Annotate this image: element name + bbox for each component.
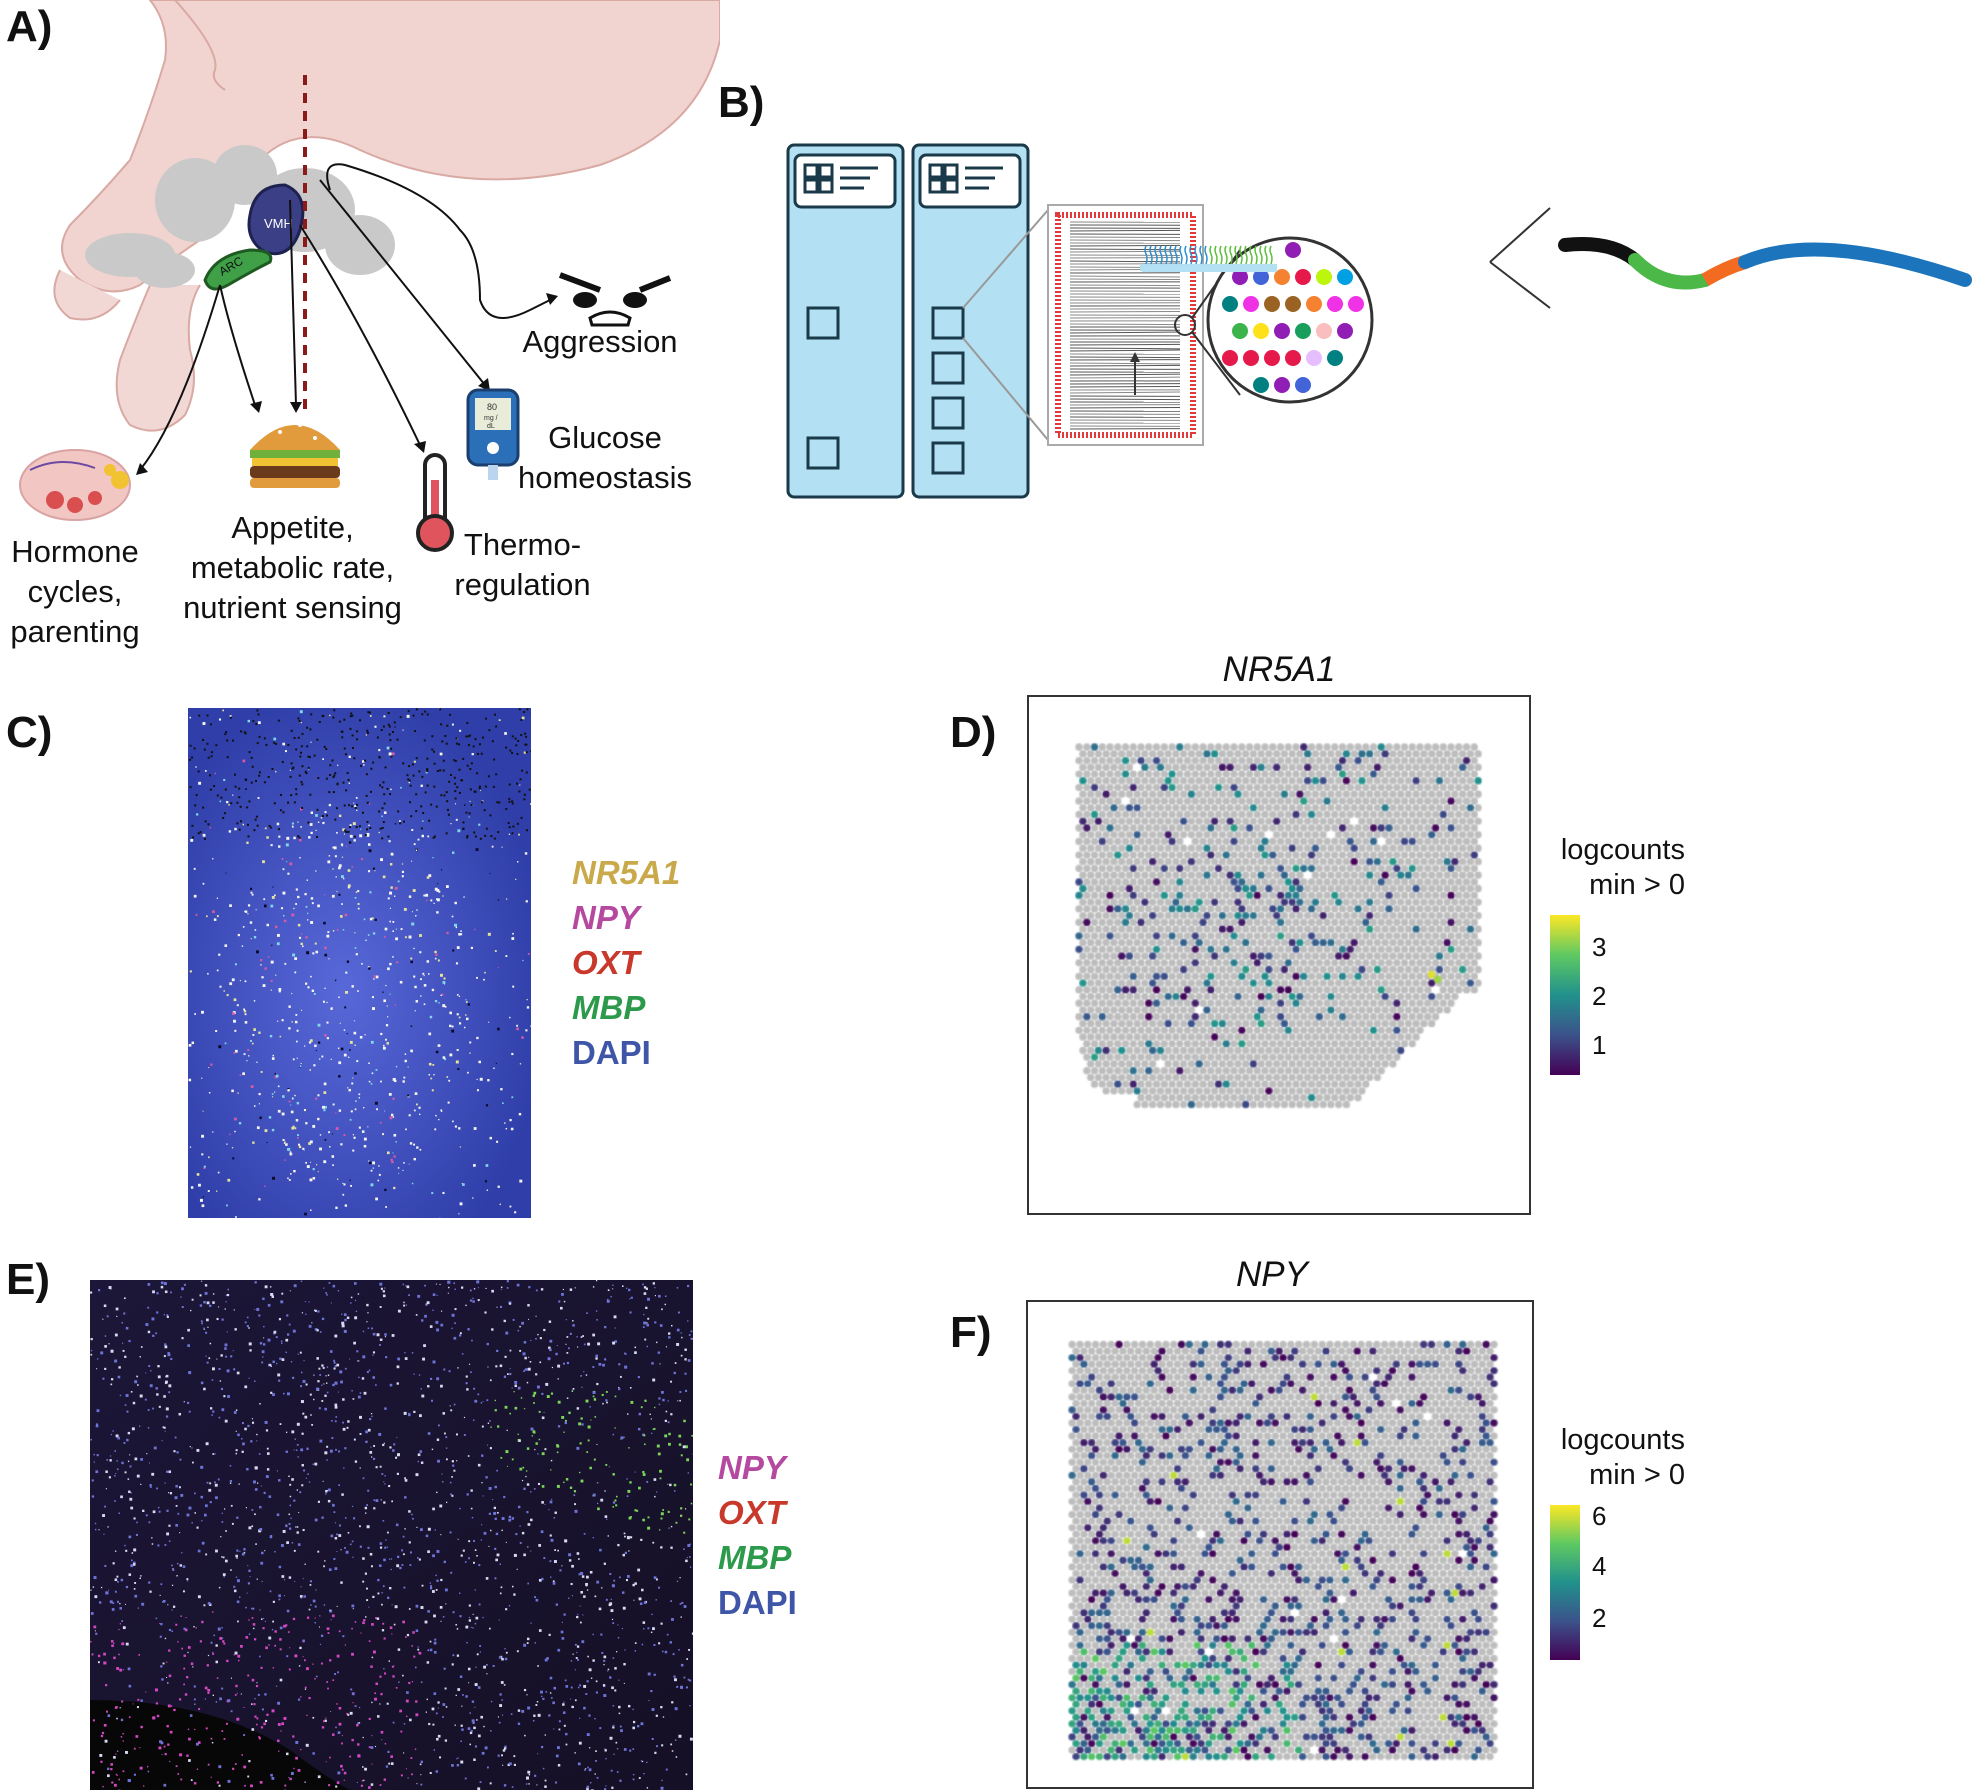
legend-c-mbp: MBP <box>572 985 680 1030</box>
visium-workflow-diagram <box>780 140 1973 510</box>
vmh-label: VMH <box>264 216 293 231</box>
plot-title-f: NPY <box>1020 1255 1524 1295</box>
colorbar-d-tick-2: 2 <box>1592 981 1606 1012</box>
legend-e-dapi: DAPI <box>718 1580 797 1625</box>
smfish-image-c <box>188 708 531 1218</box>
legend-e-mbp: MBP <box>718 1535 797 1580</box>
legend-c-nr5a1: NR5A1 <box>572 850 680 895</box>
panel-letter-e: E) <box>6 1255 50 1305</box>
hamburger-icon <box>250 423 340 488</box>
svg-text:dL: dL <box>487 423 495 430</box>
colorbar-f-tick-6: 6 <box>1592 1501 1606 1532</box>
panel-letter-b: B) <box>718 78 764 128</box>
label-hormone-cycles: Hormone cycles, parenting <box>0 532 150 652</box>
label-glucose-homeostasis: Glucose homeostasis <box>510 418 700 498</box>
spot-plot-d-frame <box>1027 695 1531 1215</box>
angry-face-icon <box>560 275 670 325</box>
spot-plot-f <box>1028 1302 1532 1787</box>
colorbar-d-tick-3: 3 <box>1592 932 1606 963</box>
plot-title-d: NR5A1 <box>1027 650 1531 690</box>
panel-letter-f: F) <box>950 1308 992 1358</box>
colorbar-title-f: logcounts min > 0 <box>1535 1423 1685 1493</box>
svg-text:mg /: mg / <box>484 415 498 422</box>
legend-c-npy: NPY <box>572 895 680 940</box>
spot-plot-d <box>1029 697 1529 1213</box>
colorbar-f <box>1550 1505 1580 1660</box>
legend-e: NPY OXT MBP DAPI <box>718 1445 797 1625</box>
legend-c-oxt: OXT <box>572 940 680 985</box>
legend-e-oxt: OXT <box>718 1490 797 1535</box>
label-appetite: Appetite, metabolic rate, nutrient sensi… <box>170 508 415 628</box>
svg-text:80: 80 <box>487 402 497 412</box>
colorbar-f-tick-2: 2 <box>1592 1603 1606 1634</box>
spot-plot-f-frame <box>1026 1300 1534 1789</box>
label-aggression: Aggression <box>505 322 695 362</box>
legend-c: NR5A1 NPY OXT MBP DAPI <box>572 850 680 1075</box>
label-thermoregulation: Thermo- regulation <box>440 525 605 605</box>
colorbar-d-tick-1: 1 <box>1592 1030 1606 1061</box>
smfish-image-e <box>90 1280 693 1790</box>
colorbar-d <box>1550 915 1580 1075</box>
colorbar-title-d: logcounts min > 0 <box>1535 833 1685 903</box>
panel-letter-d: D) <box>950 708 996 758</box>
ovary-icon <box>20 450 130 520</box>
legend-e-npy: NPY <box>718 1445 797 1490</box>
panel-letter-c: C) <box>6 708 52 758</box>
colorbar-f-tick-4: 4 <box>1592 1551 1606 1582</box>
legend-c-dapi: DAPI <box>572 1030 680 1075</box>
